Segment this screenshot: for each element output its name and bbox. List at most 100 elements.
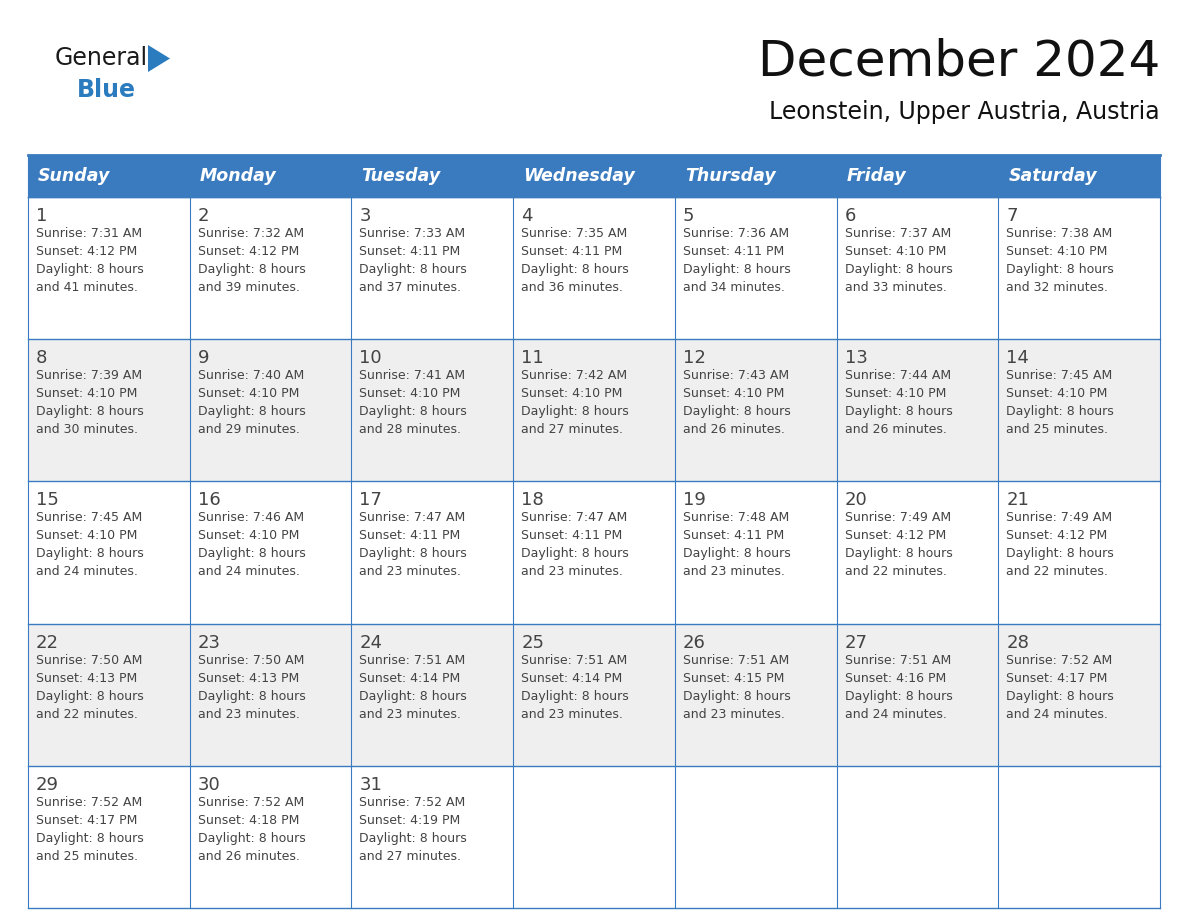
Text: Daylight: 8 hours: Daylight: 8 hours bbox=[360, 547, 467, 560]
Text: and 26 minutes.: and 26 minutes. bbox=[197, 850, 299, 863]
Text: Sunset: 4:10 PM: Sunset: 4:10 PM bbox=[197, 387, 299, 400]
Text: 27: 27 bbox=[845, 633, 867, 652]
Text: Sunrise: 7:48 AM: Sunrise: 7:48 AM bbox=[683, 511, 789, 524]
Text: Sunset: 4:17 PM: Sunset: 4:17 PM bbox=[36, 813, 138, 827]
Text: Sunrise: 7:36 AM: Sunrise: 7:36 AM bbox=[683, 227, 789, 240]
Text: Sunrise: 7:42 AM: Sunrise: 7:42 AM bbox=[522, 369, 627, 382]
Text: 22: 22 bbox=[36, 633, 59, 652]
Text: Sunset: 4:10 PM: Sunset: 4:10 PM bbox=[522, 387, 623, 400]
Text: Daylight: 8 hours: Daylight: 8 hours bbox=[360, 263, 467, 276]
Text: Daylight: 8 hours: Daylight: 8 hours bbox=[845, 263, 953, 276]
Text: Sunset: 4:10 PM: Sunset: 4:10 PM bbox=[845, 245, 946, 258]
Text: Sunrise: 7:45 AM: Sunrise: 7:45 AM bbox=[36, 511, 143, 524]
Text: Tuesday: Tuesday bbox=[361, 167, 441, 185]
Text: Daylight: 8 hours: Daylight: 8 hours bbox=[36, 547, 144, 560]
Text: 21: 21 bbox=[1006, 491, 1029, 509]
Text: Sunset: 4:12 PM: Sunset: 4:12 PM bbox=[36, 245, 138, 258]
Bar bbox=[513, 481, 675, 623]
Text: and 24 minutes.: and 24 minutes. bbox=[197, 565, 299, 578]
Text: Daylight: 8 hours: Daylight: 8 hours bbox=[360, 832, 467, 845]
Text: 8: 8 bbox=[36, 349, 48, 367]
Text: Sunrise: 7:38 AM: Sunrise: 7:38 AM bbox=[1006, 227, 1112, 240]
Bar bbox=[29, 197, 190, 339]
Text: and 22 minutes.: and 22 minutes. bbox=[36, 708, 138, 721]
Text: Daylight: 8 hours: Daylight: 8 hours bbox=[522, 263, 628, 276]
Text: 1: 1 bbox=[36, 207, 48, 225]
Bar bbox=[190, 481, 352, 623]
Bar bbox=[513, 155, 675, 197]
Text: Daylight: 8 hours: Daylight: 8 hours bbox=[197, 832, 305, 845]
Text: Sunrise: 7:51 AM: Sunrise: 7:51 AM bbox=[522, 654, 627, 666]
Text: and 28 minutes.: and 28 minutes. bbox=[360, 423, 461, 436]
Text: Sunset: 4:11 PM: Sunset: 4:11 PM bbox=[360, 245, 461, 258]
Text: Daylight: 8 hours: Daylight: 8 hours bbox=[36, 832, 144, 845]
Text: Sunrise: 7:52 AM: Sunrise: 7:52 AM bbox=[197, 796, 304, 809]
Text: Daylight: 8 hours: Daylight: 8 hours bbox=[683, 405, 790, 419]
Text: Sunset: 4:11 PM: Sunset: 4:11 PM bbox=[683, 245, 784, 258]
Text: 17: 17 bbox=[360, 491, 383, 509]
Text: and 34 minutes.: and 34 minutes. bbox=[683, 281, 785, 294]
Bar bbox=[836, 766, 998, 908]
Text: Saturday: Saturday bbox=[1009, 167, 1097, 185]
Text: 20: 20 bbox=[845, 491, 867, 509]
Text: Sunrise: 7:52 AM: Sunrise: 7:52 AM bbox=[36, 796, 143, 809]
Bar bbox=[836, 339, 998, 481]
Text: Daylight: 8 hours: Daylight: 8 hours bbox=[36, 263, 144, 276]
Text: Sunrise: 7:41 AM: Sunrise: 7:41 AM bbox=[360, 369, 466, 382]
Text: and 25 minutes.: and 25 minutes. bbox=[36, 850, 138, 863]
Text: December 2024: December 2024 bbox=[758, 38, 1159, 86]
Text: and 29 minutes.: and 29 minutes. bbox=[197, 423, 299, 436]
Text: Daylight: 8 hours: Daylight: 8 hours bbox=[845, 547, 953, 560]
Text: Daylight: 8 hours: Daylight: 8 hours bbox=[1006, 405, 1114, 419]
Text: and 22 minutes.: and 22 minutes. bbox=[1006, 565, 1108, 578]
Text: Sunset: 4:11 PM: Sunset: 4:11 PM bbox=[683, 530, 784, 543]
Text: and 39 minutes.: and 39 minutes. bbox=[197, 281, 299, 294]
Text: Sunrise: 7:47 AM: Sunrise: 7:47 AM bbox=[522, 511, 627, 524]
Bar bbox=[675, 197, 836, 339]
Text: Sunrise: 7:44 AM: Sunrise: 7:44 AM bbox=[845, 369, 950, 382]
Bar bbox=[836, 155, 998, 197]
Bar bbox=[190, 766, 352, 908]
Text: Sunday: Sunday bbox=[38, 167, 110, 185]
Text: Sunset: 4:15 PM: Sunset: 4:15 PM bbox=[683, 672, 784, 685]
Text: Sunset: 4:13 PM: Sunset: 4:13 PM bbox=[36, 672, 138, 685]
Text: and 23 minutes.: and 23 minutes. bbox=[522, 565, 623, 578]
Text: Daylight: 8 hours: Daylight: 8 hours bbox=[197, 405, 305, 419]
Text: Sunrise: 7:51 AM: Sunrise: 7:51 AM bbox=[683, 654, 789, 666]
Bar bbox=[998, 766, 1159, 908]
Text: 31: 31 bbox=[360, 776, 383, 794]
Text: Sunrise: 7:47 AM: Sunrise: 7:47 AM bbox=[360, 511, 466, 524]
Text: and 26 minutes.: and 26 minutes. bbox=[845, 423, 947, 436]
Bar bbox=[998, 155, 1159, 197]
Text: Sunrise: 7:50 AM: Sunrise: 7:50 AM bbox=[36, 654, 143, 666]
Text: 5: 5 bbox=[683, 207, 694, 225]
Text: Sunrise: 7:52 AM: Sunrise: 7:52 AM bbox=[1006, 654, 1112, 666]
Bar bbox=[675, 481, 836, 623]
Bar bbox=[352, 339, 513, 481]
Text: and 27 minutes.: and 27 minutes. bbox=[522, 423, 624, 436]
Text: and 37 minutes.: and 37 minutes. bbox=[360, 281, 461, 294]
Text: and 23 minutes.: and 23 minutes. bbox=[522, 708, 623, 721]
Bar bbox=[675, 155, 836, 197]
Text: and 36 minutes.: and 36 minutes. bbox=[522, 281, 623, 294]
Text: Sunset: 4:10 PM: Sunset: 4:10 PM bbox=[1006, 387, 1107, 400]
Text: General: General bbox=[55, 46, 148, 70]
Text: Daylight: 8 hours: Daylight: 8 hours bbox=[36, 405, 144, 419]
Text: Sunrise: 7:43 AM: Sunrise: 7:43 AM bbox=[683, 369, 789, 382]
Text: 24: 24 bbox=[360, 633, 383, 652]
Text: 2: 2 bbox=[197, 207, 209, 225]
Bar bbox=[352, 197, 513, 339]
Bar bbox=[352, 623, 513, 766]
Text: and 24 minutes.: and 24 minutes. bbox=[1006, 708, 1108, 721]
Text: Sunrise: 7:51 AM: Sunrise: 7:51 AM bbox=[845, 654, 950, 666]
Text: 18: 18 bbox=[522, 491, 544, 509]
Bar bbox=[836, 197, 998, 339]
Bar bbox=[352, 481, 513, 623]
Text: Leonstein, Upper Austria, Austria: Leonstein, Upper Austria, Austria bbox=[770, 100, 1159, 124]
Text: Sunset: 4:10 PM: Sunset: 4:10 PM bbox=[360, 387, 461, 400]
Bar bbox=[998, 481, 1159, 623]
Text: 14: 14 bbox=[1006, 349, 1029, 367]
Text: Daylight: 8 hours: Daylight: 8 hours bbox=[1006, 547, 1114, 560]
Text: 19: 19 bbox=[683, 491, 706, 509]
Bar bbox=[836, 481, 998, 623]
